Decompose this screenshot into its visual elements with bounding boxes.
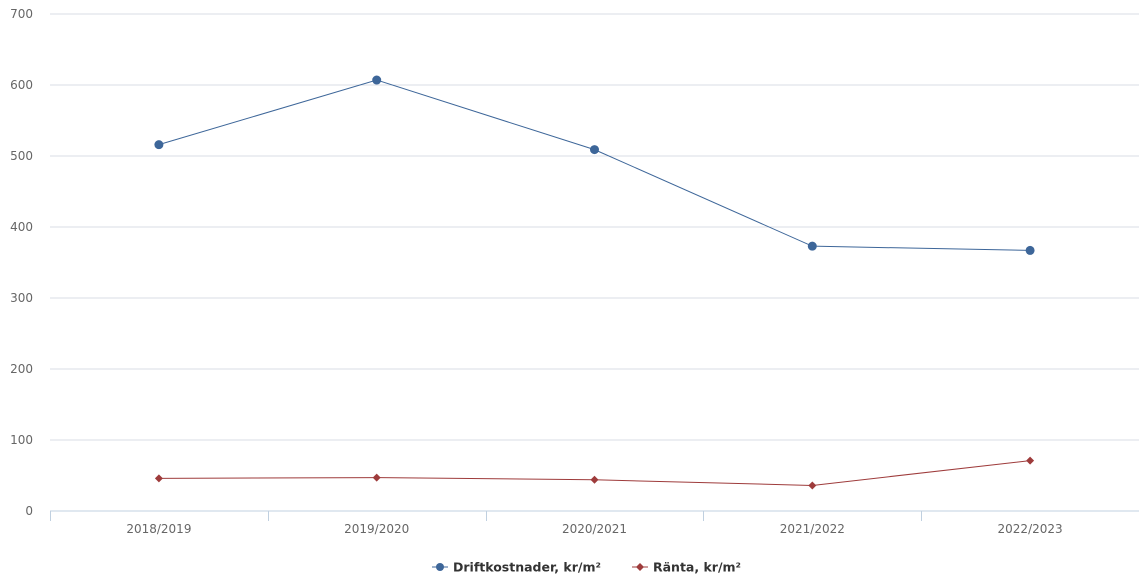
y-tick-label: 400 — [10, 220, 33, 234]
legend-marker — [436, 563, 444, 571]
data-point — [590, 145, 599, 155]
legend-item-2[interactable]: Ränta, kr/m² — [632, 560, 741, 575]
data-point — [154, 140, 164, 150]
y-tick-label: 100 — [10, 433, 33, 447]
x-tick-label: 2020/2021 — [562, 522, 627, 536]
data-point — [590, 475, 599, 484]
y-tick-label: 600 — [10, 78, 33, 92]
y-tick-label: 700 — [10, 7, 33, 21]
y-tick-label: 0 — [25, 504, 33, 518]
series-1 — [154, 75, 1035, 255]
data-point — [372, 473, 381, 482]
data-point — [372, 75, 382, 85]
y-tick-label: 200 — [10, 362, 33, 376]
x-tick-label: 2021/2022 — [780, 522, 845, 536]
data-point — [807, 241, 817, 251]
series-line — [158, 79, 1031, 251]
legend: Driftkostnader, kr/m² Ränta, kr/m² — [432, 560, 741, 575]
y-tick-label: 500 — [10, 149, 33, 163]
x-tick-label: 2022/2023 — [998, 522, 1063, 536]
data-point — [154, 474, 163, 483]
legend-label: Ränta, kr/m² — [653, 560, 741, 575]
y-tick-label: 300 — [10, 291, 33, 305]
legend-label: Driftkostnader, kr/m² — [453, 560, 601, 575]
data-point — [808, 481, 817, 490]
y-axis: 0 100 200 300 400 500 600 700 — [10, 7, 33, 518]
data-point — [1025, 245, 1035, 255]
series-layer — [154, 75, 1035, 490]
data-point — [1026, 456, 1035, 465]
legend-item-1[interactable]: Driftkostnader, kr/m² — [432, 560, 601, 575]
grid-lines — [50, 13, 1139, 441]
x-axis: 2018/2019 2019/2020 2020/2021 2021/2022 2022… — [50, 510, 1139, 536]
series-2 — [154, 456, 1035, 490]
x-tick-label: 2019/2020 — [344, 522, 409, 536]
legend-marker — [636, 563, 644, 571]
x-tick-label: 2018/2019 — [126, 522, 191, 536]
